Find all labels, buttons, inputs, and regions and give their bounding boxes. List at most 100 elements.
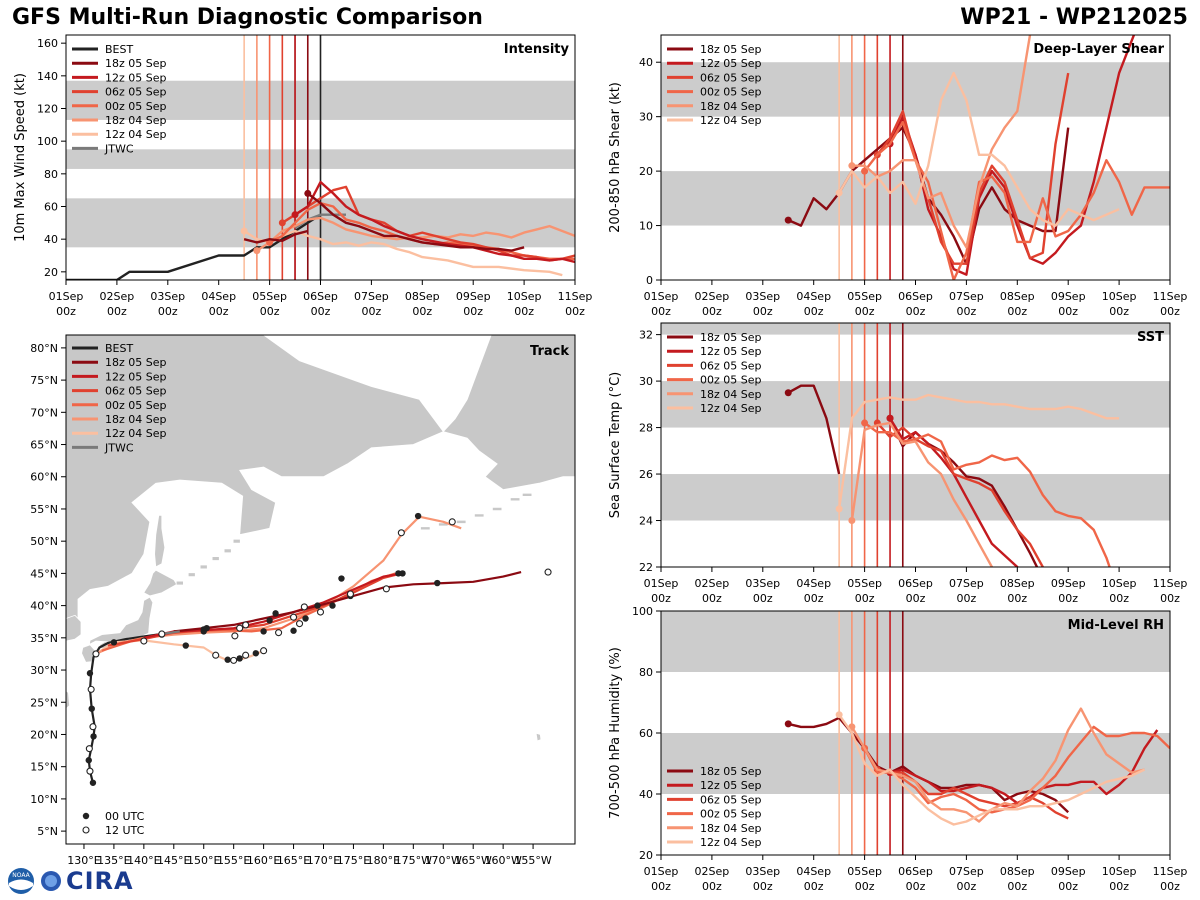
track-lat-label: 15°N xyxy=(30,761,58,774)
track-lon-label: 180°E xyxy=(367,854,400,867)
intensity-xtick-day: 05Sep xyxy=(252,290,287,303)
intensity-xtick-day: 07Sep xyxy=(354,290,389,303)
track-point-12utc xyxy=(85,745,93,753)
sst-series-line xyxy=(888,417,1020,567)
track-lat-label: 30°N xyxy=(30,664,58,677)
sst-xtick-hour: 00z xyxy=(702,592,722,605)
shear-xtick-day: 04Sep xyxy=(796,290,831,303)
track-point-12utc xyxy=(448,518,456,526)
track-legend-label: 00z 05 Sep xyxy=(105,399,167,412)
shear-ytick-label: 0 xyxy=(646,274,653,287)
shear-band xyxy=(661,62,1170,117)
track-panel: 5°N 10°N 15°N 20°N 25°N 30°N 35°N 40°N 45°N 50°N 5… xyxy=(30,334,576,867)
track-point-12utc xyxy=(87,685,95,693)
track-lat-label: 5°N xyxy=(37,825,58,838)
shear-xtick-day: 10Sep xyxy=(1102,290,1137,303)
sst-xtick-hour: 00z xyxy=(1109,592,1129,605)
track-lon-label: 145°E xyxy=(157,854,190,867)
track-lon-label: 140°E xyxy=(127,854,160,867)
track-point-12utc xyxy=(92,650,100,658)
sst-xtick-day: 07Sep xyxy=(949,577,984,590)
rh-series-start-marker xyxy=(784,720,792,728)
intensity-xtick-hour: 00z xyxy=(412,305,432,318)
sst-xtick-hour: 00z xyxy=(855,592,875,605)
intensity-title: Intensity xyxy=(504,42,570,57)
rh-series-start-marker xyxy=(835,711,843,719)
track-lat-label: 75°N xyxy=(30,374,58,387)
track-lon-label: 175°E xyxy=(337,854,370,867)
shear-xtick-day: 05Sep xyxy=(847,290,882,303)
intensity-legend-label: 12z 05 Sep xyxy=(105,71,167,84)
shear-series-line xyxy=(876,72,1070,265)
aleutian-island xyxy=(509,497,521,502)
shear-ylabel: 200-850 hPa Shear (kt) xyxy=(608,82,623,233)
sst-series-start-marker xyxy=(861,419,869,427)
rh-legend-label: 18z 05 Sep xyxy=(700,765,762,778)
intensity-series-line xyxy=(294,180,575,264)
sst-xtick-day: 04Sep xyxy=(796,577,831,590)
rh-ytick-label: 100 xyxy=(632,605,653,618)
rh-xtick-day: 07Sep xyxy=(949,865,984,878)
rh-legend-label: 00z 05 Sep xyxy=(700,808,762,821)
intensity-legend-label: 18z 04 Sep xyxy=(105,114,167,127)
sst-title: SST xyxy=(1137,330,1164,345)
track-legend-label: BEST xyxy=(105,342,133,355)
shear-legend-label: 18z 05 Sep xyxy=(700,43,762,56)
track-lon-label: 155°W xyxy=(514,854,551,867)
intensity-xtick-hour: 00z xyxy=(56,305,76,318)
land-group xyxy=(66,335,575,742)
track-point-12utc xyxy=(295,620,304,628)
track-point-12utc xyxy=(300,603,308,611)
sst-series-line xyxy=(850,421,994,567)
aleutian-island xyxy=(420,526,431,531)
intensity-xtick-hour: 00z xyxy=(463,305,483,318)
intensity-xtick-hour: 00z xyxy=(158,305,178,318)
track-lon-label: 175°W xyxy=(395,854,432,867)
track-lat-label: 20°N xyxy=(30,728,58,741)
sst-xtick-hour: 00z xyxy=(651,592,671,605)
rh-ytick-label: 60 xyxy=(639,727,653,740)
sst-xtick-hour: 00z xyxy=(753,592,773,605)
rh-legend-label: 18z 04 Sep xyxy=(700,822,762,835)
track-point-00utc xyxy=(85,757,92,764)
intensity-series-group xyxy=(66,180,575,280)
track-frame xyxy=(65,334,576,845)
shear-xtick-hour: 00z xyxy=(906,305,926,318)
rh-xtick-day: 02Sep xyxy=(695,865,730,878)
shear-xtick-hour: 00z xyxy=(651,305,671,318)
noaa-logo-text: NOAA xyxy=(12,872,30,879)
track-lon-label: 165°W xyxy=(455,854,492,867)
sst-xtick-hour: 00z xyxy=(1160,592,1180,605)
sst-band xyxy=(661,323,1170,335)
intensity-panel: 20 40 60 80 100 120 140 160 01Sep 00z 02Sep 00z 03Se… xyxy=(13,34,593,318)
shear-xtick-day: 03Sep xyxy=(745,290,780,303)
sst-xtick-day: 06Sep xyxy=(898,577,933,590)
shear-xtick-hour: 00z xyxy=(804,305,824,318)
rh-xtick-day: 01Sep xyxy=(644,865,679,878)
track-lon-label: 155°E xyxy=(217,854,250,867)
shear-xtick-day: 07Sep xyxy=(949,290,984,303)
rh-xtick-hour: 00z xyxy=(906,880,926,893)
track-point-12utc xyxy=(231,632,239,640)
sst-legend-label: 12z 05 Sep xyxy=(700,345,762,358)
sst-ytick-label: 24 xyxy=(639,515,653,528)
shear-series-start-marker xyxy=(861,167,869,175)
intensity-xtick-day: 11Sep xyxy=(558,290,593,303)
rh-xtick-day: 05Sep xyxy=(847,865,882,878)
track-point-00utc xyxy=(88,705,95,712)
track-point-12utc xyxy=(89,723,97,731)
shear-title: Deep-Layer Shear xyxy=(1033,42,1164,57)
shear-xtick-day: 01Sep xyxy=(644,290,679,303)
track-point-00utc xyxy=(182,642,189,649)
sst-legend-label: 18z 04 Sep xyxy=(700,388,762,401)
intensity-series-line xyxy=(281,185,575,262)
storm-id-title: WP21 - WP212025 xyxy=(960,5,1188,30)
intensity-series-line xyxy=(243,229,563,277)
rh-series-line xyxy=(838,714,1146,826)
track-legend-label: 12z 05 Sep xyxy=(105,370,167,383)
intensity-xtick-hour: 00z xyxy=(311,305,331,318)
shear-series-line xyxy=(851,35,1032,249)
track-lon-label: 160°W xyxy=(484,854,521,867)
